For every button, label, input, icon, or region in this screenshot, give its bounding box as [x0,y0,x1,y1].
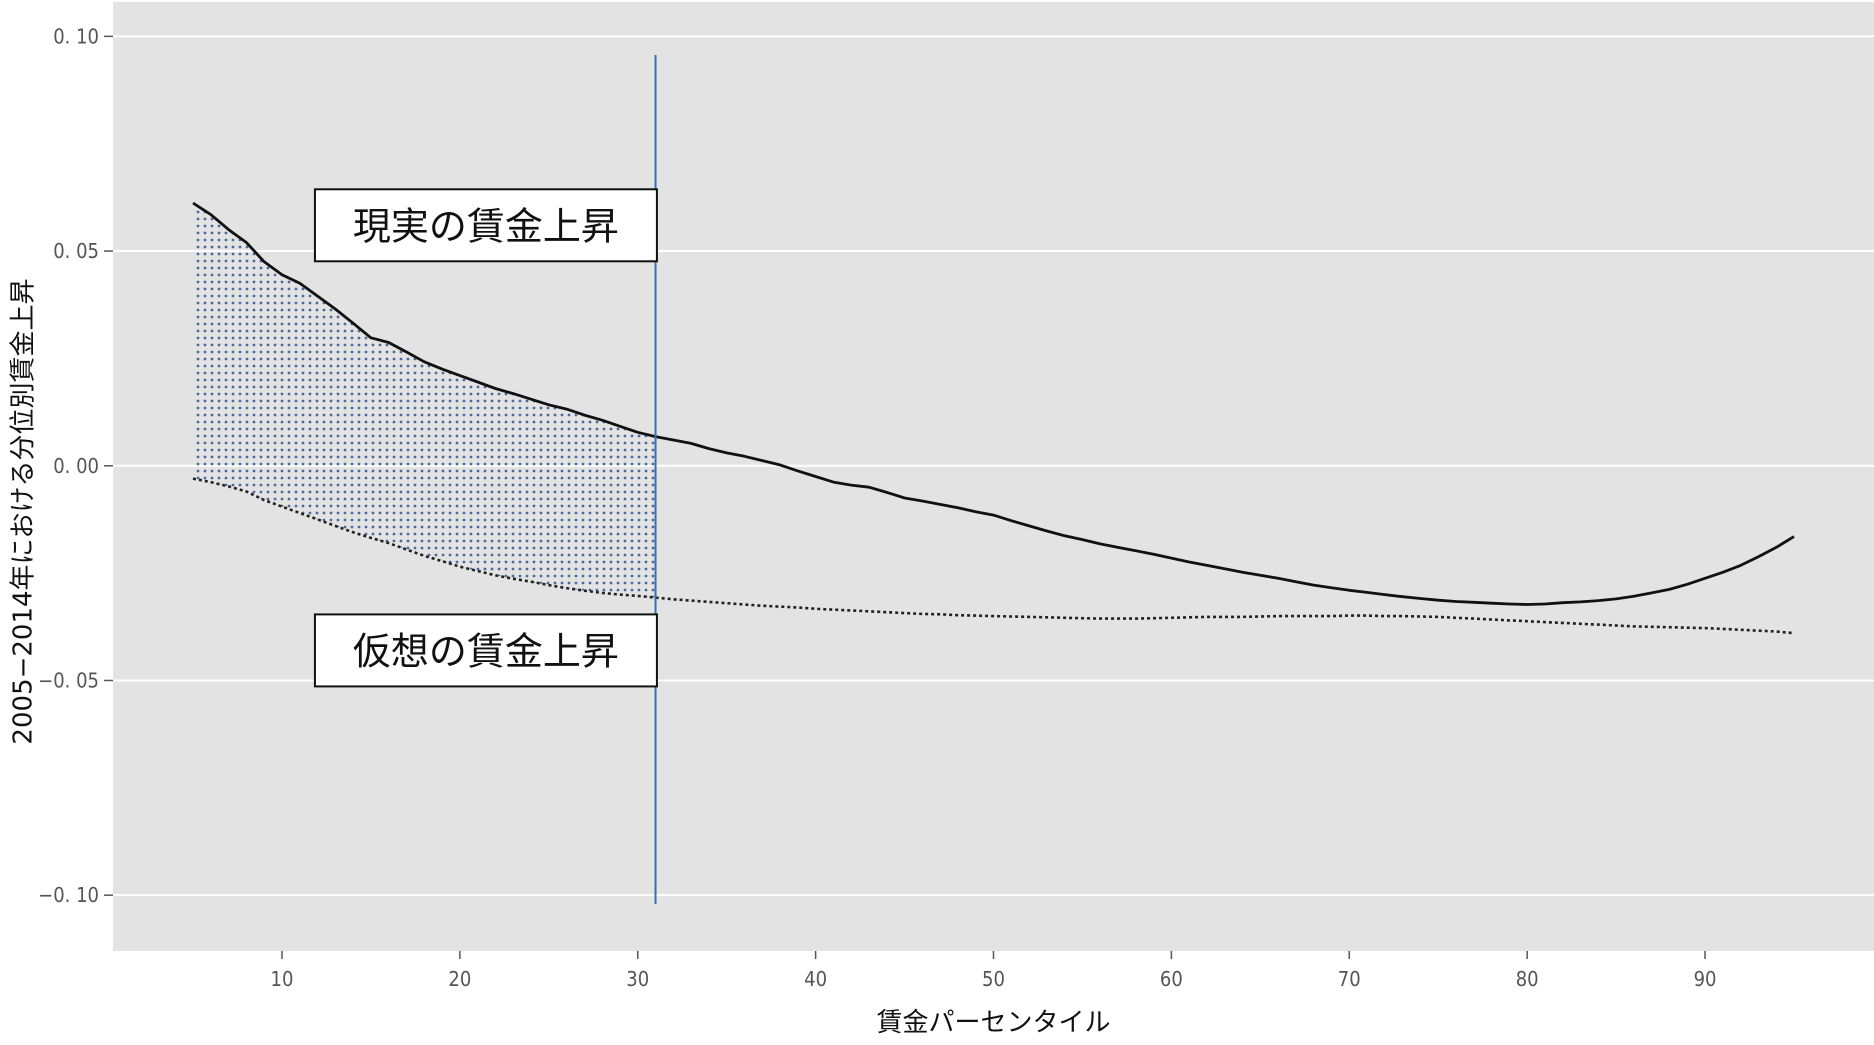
x-tick-label: 70 [1338,967,1361,991]
x-tick-label: 80 [1516,967,1539,991]
y-tick-label: −0. 10 [38,883,99,907]
x-tick-label: 50 [982,967,1005,991]
annotation-actual: 現実の賃金上昇 [353,204,619,248]
y-tick-label: −0. 05 [38,668,99,692]
annotation-box [313,613,658,688]
y-axis-label: 2005−2014年における分位別賃金上昇 [9,278,39,744]
y-tick-label: 0. 05 [53,239,99,263]
x-tick-label: 20 [448,967,471,991]
x-tick-label: 40 [804,967,827,991]
x-tick-label: 90 [1694,967,1717,991]
y-tick-label: 0. 10 [53,24,99,48]
y-tick-label: 0. 00 [53,454,99,478]
x-axis-label: 賃金パーセンタイル [876,1008,1110,1038]
x-tick-label: 10 [271,967,294,991]
shaded-region [193,203,656,598]
annotation-box [313,188,658,263]
series-layer [192,201,1795,635]
x-axis: 10 20 30 40 50 60 70 80 90 [271,951,1717,991]
shaded-area [193,203,656,598]
y-axis: 0. 10 0. 05 0. 00 −0. 05 −0. 10 [38,24,113,907]
annotation-counterfactual: 仮想の賃金上昇 [353,629,619,673]
x-tick-label: 30 [626,967,649,991]
series-actual-line [192,201,1795,606]
x-tick-label: 60 [1160,967,1183,991]
series-counterfactual-line [192,477,1795,635]
